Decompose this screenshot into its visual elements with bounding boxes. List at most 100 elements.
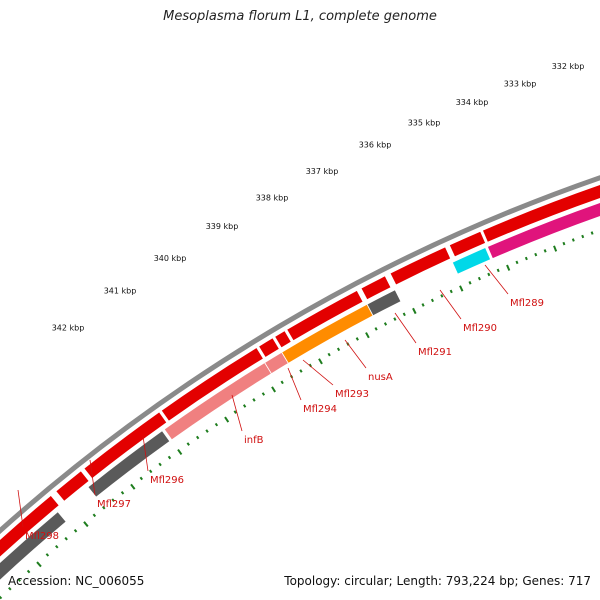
ruler-tick	[205, 429, 209, 433]
gene-label[interactable]: Mfl296	[150, 475, 184, 486]
accession-text: Accession: NC_006055	[8, 574, 145, 588]
ruler-tick	[383, 322, 388, 326]
ruler-tick	[92, 513, 97, 518]
ruler-label: 337 kbp	[306, 167, 339, 176]
ruler-tick	[120, 491, 125, 495]
ruler-tick	[252, 398, 256, 402]
map-title: Mesoplasma florum L1, complete genome	[163, 9, 437, 24]
genome-summary-text: Topology: circular; Length: 793,224 bp; …	[284, 574, 591, 588]
ruler-tick	[261, 392, 266, 396]
gene-labels: Mfl289 Mfl290 Mfl291 nusA Mfl293 Mfl294 infB Mf…	[17, 264, 544, 542]
ruler-tick	[459, 285, 464, 292]
gene-leader-line	[231, 394, 243, 432]
gene-feature[interactable]	[448, 230, 487, 258]
ruler-tick	[64, 536, 68, 541]
gene-feature[interactable]	[274, 330, 292, 349]
ruler-tick	[393, 317, 397, 321]
ruler-tick	[374, 327, 378, 331]
genome-backbone	[0, 175, 600, 535]
ruler-tick	[167, 455, 172, 460]
ruler-tick	[102, 505, 106, 510]
gene-feature[interactable]	[481, 182, 600, 243]
ruler-tick	[496, 268, 500, 273]
ruler-tick	[355, 337, 359, 341]
ruler-label: 338 kbp	[256, 193, 289, 202]
gene-label[interactable]: infB	[244, 435, 264, 446]
gene-feature[interactable]	[451, 247, 492, 275]
ruler-tick	[280, 380, 284, 385]
ruler-tick	[83, 521, 89, 528]
ruler-tick	[421, 303, 425, 307]
ruler-tick	[571, 238, 575, 242]
ruler-tick	[214, 422, 219, 427]
ruler-tick	[402, 312, 406, 317]
gene-leader-line	[344, 339, 367, 369]
ruler-label: 333 kbp	[504, 79, 537, 88]
ruler-label: 332 kbp	[552, 62, 585, 71]
gene-feature[interactable]	[258, 337, 280, 358]
ruler-tick	[449, 289, 453, 294]
gene-label[interactable]: Mfl294	[303, 404, 337, 415]
gene-feature[interactable]	[486, 200, 600, 260]
gene-leader-line	[17, 489, 24, 528]
gene-feature[interactable]	[281, 303, 374, 364]
gene-leader-line	[439, 289, 462, 320]
ruler-tick	[327, 352, 331, 357]
gene-features	[0, 182, 600, 595]
ruler-tick	[318, 358, 323, 365]
gene-feature[interactable]	[264, 351, 289, 375]
gene-label[interactable]: Mfl291	[418, 347, 452, 358]
ruler-tick	[0, 595, 3, 600]
ruler-label: 335 kbp	[408, 118, 441, 127]
ruler-tick	[271, 386, 277, 393]
gene-feature[interactable]	[163, 362, 272, 441]
gene-label[interactable]: Mfl290	[463, 323, 497, 334]
gene-feature[interactable]	[55, 470, 90, 502]
ruler-tick	[336, 347, 341, 352]
gene-leader-line	[302, 359, 334, 386]
ruler-tick	[186, 442, 190, 446]
gene-feature[interactable]	[389, 246, 452, 286]
ruler-tick	[139, 476, 144, 481]
gene-label[interactable]: nusA	[368, 372, 393, 383]
ruler-tick	[543, 249, 547, 253]
ruler-label: 339 kbp	[206, 222, 239, 231]
ruler-tick	[111, 498, 115, 503]
gene-feature[interactable]	[366, 289, 402, 317]
ruler-label: 342 kbp	[52, 323, 85, 332]
gene-label[interactable]: Mfl289	[510, 298, 544, 309]
ruler-tick	[412, 307, 417, 315]
gene-feature[interactable]	[286, 289, 364, 342]
ruler-tick	[36, 561, 42, 568]
ruler-tick	[590, 231, 594, 235]
ruler-tick	[8, 586, 12, 591]
gene-feature[interactable]	[160, 347, 264, 422]
ruler-tick	[158, 462, 162, 467]
gene-leader-line	[287, 367, 302, 401]
gene-leader-line	[89, 459, 96, 496]
ruler-tick	[45, 553, 50, 557]
ruler-tick	[524, 256, 528, 261]
ruler-tick	[468, 281, 472, 285]
ruler-tick	[553, 245, 558, 252]
gene-label[interactable]: Mfl297	[97, 499, 131, 510]
ruler-tick	[224, 416, 230, 423]
ruler-tick	[365, 332, 370, 339]
ruler-label: 340 kbp	[154, 254, 187, 263]
ruler-tick	[515, 260, 519, 265]
ruler-tick	[55, 544, 59, 549]
ruler-tick	[487, 272, 491, 277]
ruler-label: 336 kbp	[359, 141, 392, 150]
gene-feature[interactable]	[83, 411, 168, 480]
gene-feature[interactable]	[360, 275, 392, 301]
ruler-tick	[440, 294, 444, 298]
ruler-ticks	[0, 231, 594, 600]
gene-feature[interactable]	[0, 494, 60, 571]
gene-feature[interactable]	[0, 511, 67, 595]
gene-feature[interactable]	[87, 430, 171, 498]
gene-label[interactable]: Mfl298	[25, 531, 59, 542]
ruler-tick	[73, 528, 78, 533]
gene-label[interactable]: Mfl293	[335, 389, 369, 400]
